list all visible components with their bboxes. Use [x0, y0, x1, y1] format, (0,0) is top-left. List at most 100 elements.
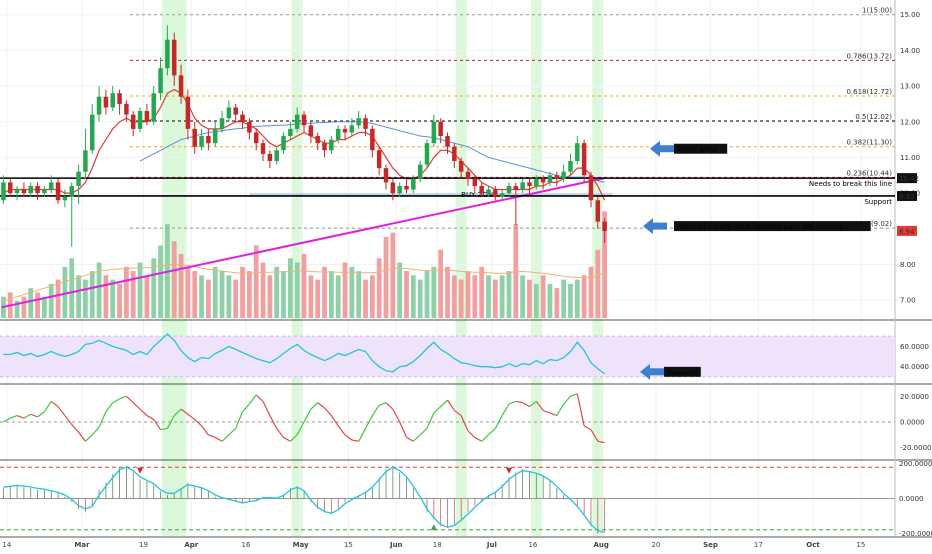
candle-body — [547, 175, 553, 183]
momentum-segment — [119, 395, 127, 400]
momentum-segment — [406, 436, 414, 442]
candle-body — [89, 114, 95, 151]
arrow-shaft — [653, 222, 667, 230]
momentum-segment — [549, 412, 558, 417]
candle-body — [445, 136, 450, 147]
candle-body — [76, 171, 81, 186]
date-tick-label: Jul — [486, 541, 497, 549]
oversold-note-bg — [664, 366, 701, 377]
candle-body — [62, 196, 68, 201]
candle-body — [540, 178, 546, 183]
fast-moving-average — [3, 88, 606, 201]
momentum-segment — [453, 409, 462, 417]
momentum-segment — [125, 395, 134, 404]
candle-body — [493, 189, 498, 197]
date-tick-label: Apr — [184, 541, 198, 549]
arrow-head — [640, 363, 650, 380]
price-pane[interactable]: 1(15.00) 0.786(13.72) 0.618(12.72) 0.5(12.0… — [0, 7, 895, 309]
target-note-bg — [674, 143, 728, 154]
candle-body — [588, 175, 594, 201]
momentum-segment — [460, 415, 469, 432]
candle-body — [308, 125, 314, 137]
volume-bar — [158, 245, 163, 318]
candle-body — [103, 96, 109, 108]
momentum-segment — [201, 425, 209, 436]
rsi-band — [0, 336, 895, 377]
volume-bar — [533, 283, 539, 318]
volume-bar — [267, 275, 273, 318]
momentum-segment — [576, 393, 585, 426]
candle-body — [281, 136, 286, 151]
momentum-segment — [385, 402, 394, 410]
volume-bar — [465, 271, 471, 318]
price-tag — [897, 173, 917, 184]
momentum-segment — [208, 434, 216, 438]
candle-body — [411, 178, 416, 190]
volume-bar — [451, 275, 457, 318]
volume-bar — [233, 279, 239, 318]
momentum-segment — [426, 412, 435, 429]
momentum-segment — [112, 398, 120, 404]
candle-body — [28, 185, 33, 194]
candle-body — [397, 185, 402, 194]
arrow-shaft — [660, 145, 674, 153]
buy-zone-box — [249, 193, 613, 197]
momentum-segment — [351, 439, 359, 442]
candle-body — [219, 118, 225, 129]
candle-body — [322, 143, 327, 151]
volume-bar — [48, 283, 54, 318]
candle-body — [274, 150, 279, 161]
candle-body — [506, 185, 512, 194]
momentum-segment — [3, 417, 11, 423]
momentum-segment — [269, 415, 278, 429]
volume-bar — [130, 271, 136, 318]
momentum-segment — [378, 402, 387, 406]
candle-body — [581, 143, 587, 176]
volume-bar — [479, 266, 485, 318]
volume-bar — [212, 266, 218, 318]
volume-bar — [445, 266, 450, 318]
sell-marker — [505, 467, 512, 474]
momentum-segment — [214, 436, 223, 442]
volume-bar — [89, 271, 95, 318]
volume-bar — [506, 271, 512, 318]
candle-body — [253, 132, 259, 144]
momentum-segment — [364, 415, 373, 429]
sell-marker — [137, 467, 144, 474]
momentum-segment — [358, 428, 367, 442]
momentum-segment — [488, 427, 496, 436]
volume-bar — [568, 283, 573, 318]
candle-body — [14, 189, 20, 194]
date-tick-label: 18 — [433, 541, 442, 549]
volume-bar — [588, 266, 594, 318]
momentum-segment — [447, 399, 455, 411]
date-tick-label: Oct — [806, 541, 820, 549]
momentum-segment — [37, 411, 45, 418]
momentum-segment — [228, 427, 237, 436]
hammer-note-bg — [674, 221, 871, 232]
volume-bar — [240, 266, 245, 318]
volume-bar — [226, 275, 232, 318]
momentum-segment — [324, 407, 332, 416]
momentum-segment — [10, 415, 18, 419]
volume-bar — [369, 275, 375, 318]
volume-bar — [185, 266, 191, 318]
volume-bar — [356, 271, 362, 318]
date-tick-label: 17 — [754, 541, 763, 549]
momentum-segment — [419, 427, 428, 436]
momentum-segment — [508, 400, 517, 405]
arrow-head — [650, 140, 660, 157]
fib-level-label: 0.618(12.72) — [846, 88, 892, 96]
volume-bar — [219, 271, 225, 318]
momentum-segment — [474, 436, 482, 442]
candle-body — [554, 175, 560, 179]
momentum-segment — [84, 434, 93, 442]
volume-bar — [520, 275, 526, 318]
volume-bar — [301, 254, 307, 318]
date-tick-label: Aug — [594, 541, 609, 549]
date-tick-label: 16 — [528, 541, 537, 549]
volume-bar — [42, 296, 47, 318]
highlight-column — [455, 0, 467, 536]
